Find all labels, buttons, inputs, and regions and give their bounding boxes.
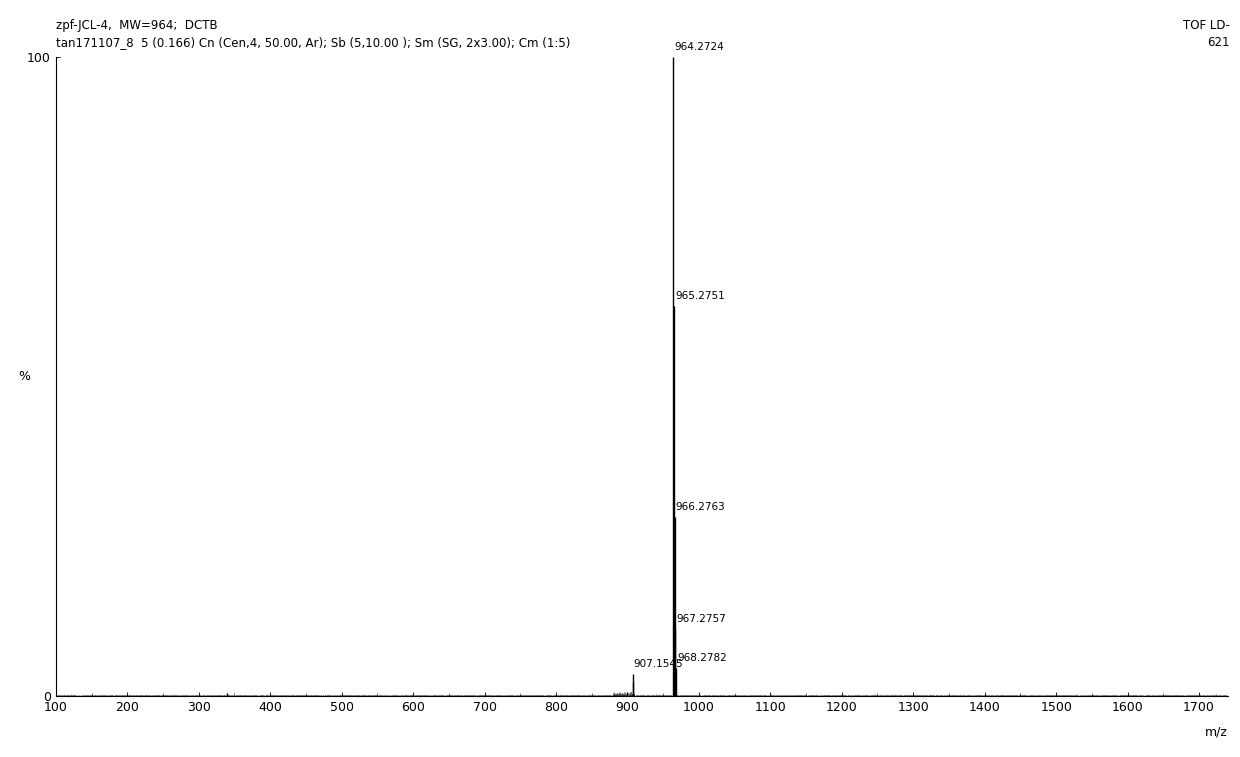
Text: 967.2757: 967.2757 <box>677 614 727 625</box>
Text: zpf-JCL-4,  MW=964;  DCTB: zpf-JCL-4, MW=964; DCTB <box>56 19 217 32</box>
Text: 907.1545: 907.1545 <box>634 659 683 669</box>
Text: 968.2782: 968.2782 <box>677 653 727 662</box>
Text: 621: 621 <box>1208 36 1230 49</box>
Text: TOF LD-: TOF LD- <box>1183 19 1230 32</box>
Text: 966.2763: 966.2763 <box>676 502 725 512</box>
Text: 965.2751: 965.2751 <box>675 291 725 301</box>
Text: %: % <box>19 370 30 383</box>
Text: 964.2724: 964.2724 <box>675 42 724 51</box>
Text: tan171107_8  5 (0.166) Cn (Cen,4, 50.00, Ar); Sb (5,10.00 ); Sm (SG, 2x3.00); Cm: tan171107_8 5 (0.166) Cn (Cen,4, 50.00, … <box>56 36 570 49</box>
Text: m/z: m/z <box>1205 725 1228 738</box>
